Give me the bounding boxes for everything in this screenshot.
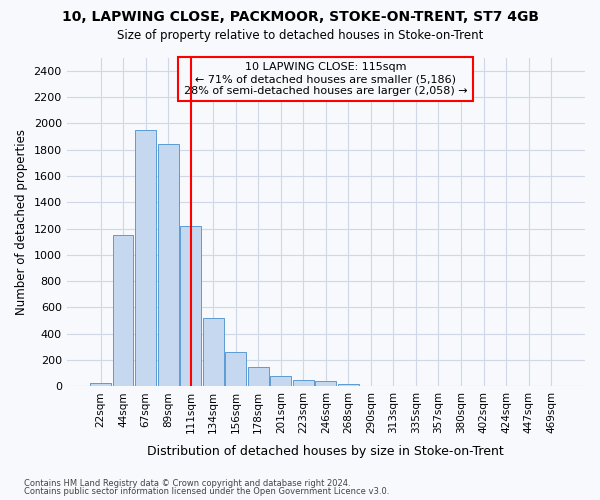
Text: Contains public sector information licensed under the Open Government Licence v3: Contains public sector information licen… — [24, 487, 389, 496]
Bar — [158, 144, 179, 386]
Y-axis label: Number of detached properties: Number of detached properties — [15, 129, 28, 315]
Bar — [203, 318, 224, 386]
Bar — [90, 383, 111, 386]
Text: 10, LAPWING CLOSE, PACKMOOR, STOKE-ON-TRENT, ST7 4GB: 10, LAPWING CLOSE, PACKMOOR, STOKE-ON-TR… — [62, 10, 539, 24]
Bar — [135, 130, 156, 386]
Text: Contains HM Land Registry data © Crown copyright and database right 2024.: Contains HM Land Registry data © Crown c… — [24, 478, 350, 488]
Bar — [316, 382, 336, 386]
Text: 10 LAPWING CLOSE: 115sqm
← 71% of detached houses are smaller (5,186)
28% of sem: 10 LAPWING CLOSE: 115sqm ← 71% of detach… — [184, 62, 467, 96]
Bar — [293, 380, 314, 386]
Bar — [226, 352, 246, 386]
Bar — [248, 366, 269, 386]
Text: Size of property relative to detached houses in Stoke-on-Trent: Size of property relative to detached ho… — [117, 29, 483, 42]
Bar — [271, 376, 291, 386]
X-axis label: Distribution of detached houses by size in Stoke-on-Trent: Distribution of detached houses by size … — [148, 444, 504, 458]
Bar — [113, 235, 133, 386]
Bar — [181, 226, 201, 386]
Bar — [338, 384, 359, 386]
